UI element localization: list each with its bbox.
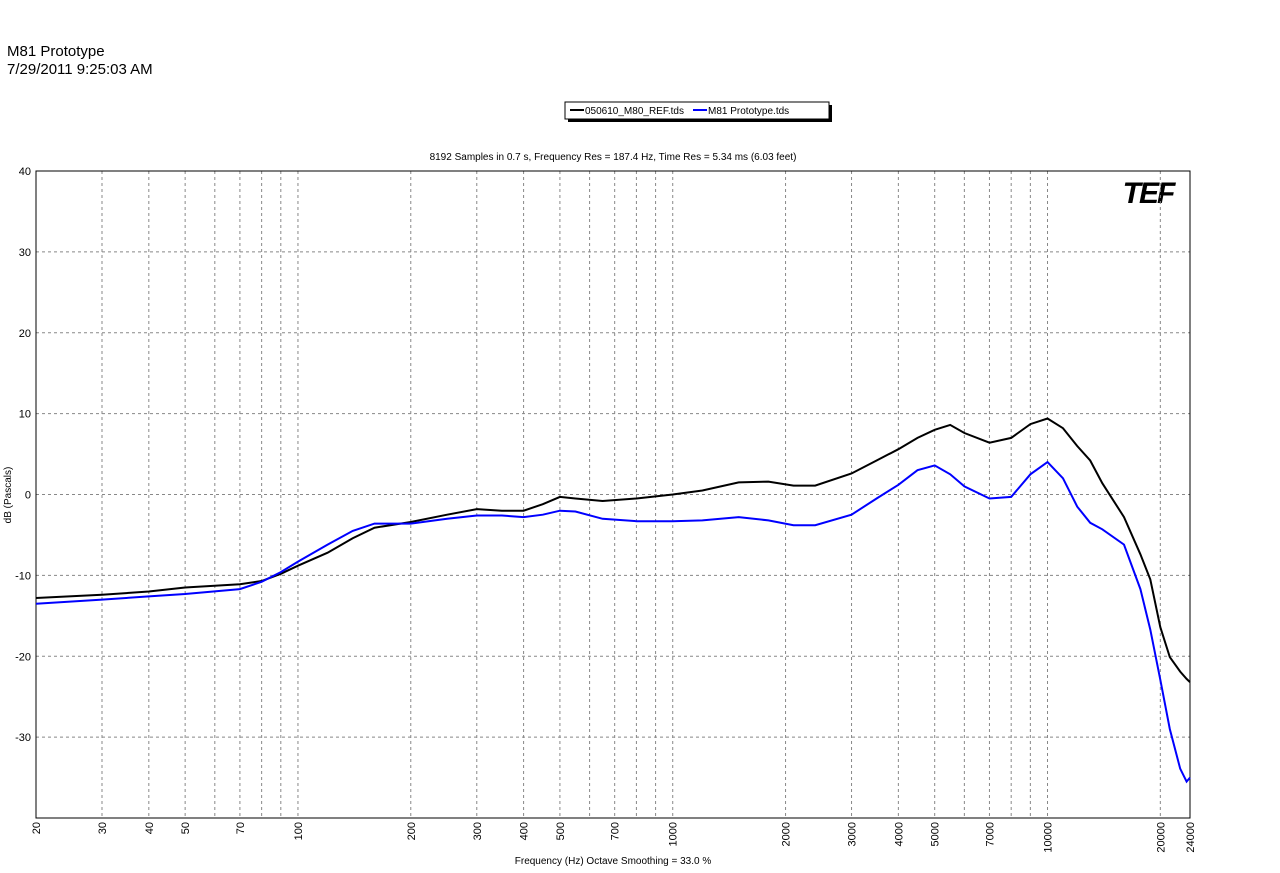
x-tick-label: 10000 bbox=[1043, 822, 1055, 853]
x-tick-label: 700 bbox=[610, 822, 622, 840]
x-tick-label: 7000 bbox=[984, 822, 996, 846]
y-tick-label: -10 bbox=[15, 570, 31, 582]
y-tick-label: -30 bbox=[15, 732, 31, 744]
y-tick-label: 40 bbox=[19, 166, 31, 178]
chart-subtitle: 8192 Samples in 0.7 s, Frequency Res = 1… bbox=[430, 152, 797, 163]
x-tick-label: 4000 bbox=[893, 822, 905, 846]
logo: TEF bbox=[1123, 177, 1176, 210]
x-tick-label: 1000 bbox=[668, 822, 680, 846]
legend-label: 050610_M80_REF.tds bbox=[585, 106, 684, 117]
series-line bbox=[35, 460, 1191, 784]
legend-label: M81 Prototype.tds bbox=[708, 106, 789, 117]
y-tick-label: -20 bbox=[15, 651, 31, 663]
y-axis-label: dB (Pascals) bbox=[3, 467, 14, 524]
y-tick-label: 0 bbox=[25, 490, 31, 502]
x-tick-label: 50 bbox=[180, 822, 192, 834]
x-tick-label: 100 bbox=[293, 822, 305, 840]
x-tick-label: 3000 bbox=[847, 822, 859, 846]
x-tick-label: 70 bbox=[235, 822, 247, 834]
x-tick-label: 400 bbox=[519, 822, 531, 840]
x-tick-label: 2000 bbox=[781, 822, 793, 846]
x-tick-label: 40 bbox=[144, 822, 156, 834]
y-tick-label: 30 bbox=[19, 247, 31, 259]
x-tick-label: 30 bbox=[97, 822, 109, 834]
page-title: M81 Prototype bbox=[7, 43, 105, 60]
plot-frame bbox=[35, 170, 1191, 819]
x-tick-label: 20000 bbox=[1155, 822, 1167, 853]
y-tick-label: 20 bbox=[19, 328, 31, 340]
x-tick-label: 24000 bbox=[1185, 822, 1197, 853]
x-axis-label: Frequency (Hz) Octave Smoothing = 33.0 % bbox=[515, 856, 712, 867]
timestamp: 7/29/2011 9:25:03 AM bbox=[7, 61, 153, 78]
x-tick-label: 500 bbox=[555, 822, 567, 840]
x-tick-label: 200 bbox=[406, 822, 418, 840]
x-tick-label: 300 bbox=[472, 822, 484, 840]
y-tick-label: 10 bbox=[19, 409, 31, 421]
series-line bbox=[35, 417, 1191, 683]
x-tick-label: 5000 bbox=[930, 822, 942, 846]
x-tick-label: 20 bbox=[31, 822, 43, 834]
